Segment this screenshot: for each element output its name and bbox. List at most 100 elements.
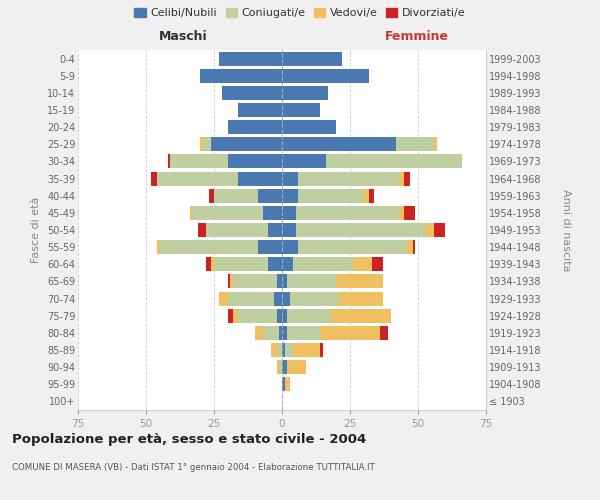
Bar [293, 343, 320, 357]
Bar [399, 206, 404, 220]
Bar [214, 258, 268, 272]
Bar [287, 308, 331, 322]
Bar [227, 292, 274, 306]
Bar [233, 274, 277, 288]
Bar [227, 154, 282, 168]
Bar [214, 188, 257, 202]
Bar [380, 326, 388, 340]
Bar [331, 308, 391, 322]
Bar [287, 360, 307, 374]
Bar [407, 240, 413, 254]
Bar [282, 240, 298, 254]
Bar [282, 172, 298, 185]
Bar [227, 274, 230, 288]
Bar [282, 52, 342, 66]
Bar [206, 258, 211, 272]
Bar [200, 68, 282, 82]
Bar [206, 223, 268, 237]
Bar [426, 223, 434, 237]
Bar [320, 343, 323, 357]
Bar [282, 258, 293, 272]
Bar [369, 188, 374, 202]
Bar [326, 154, 461, 168]
Bar [282, 274, 287, 288]
Bar [364, 188, 369, 202]
Bar [282, 343, 285, 357]
Bar [434, 138, 437, 151]
Bar [157, 240, 160, 254]
Bar [404, 206, 415, 220]
Bar [200, 138, 203, 151]
Bar [353, 258, 372, 272]
Bar [282, 206, 296, 220]
Bar [271, 343, 277, 357]
Bar [282, 154, 326, 168]
Bar [257, 188, 282, 202]
Bar [257, 240, 282, 254]
Bar [255, 326, 263, 340]
Bar [279, 326, 282, 340]
Bar [282, 223, 296, 237]
Bar [298, 188, 364, 202]
Bar [287, 274, 337, 288]
Bar [211, 258, 214, 272]
Bar [277, 274, 282, 288]
Bar [160, 240, 257, 254]
Text: COMUNE DI MASERA (VB) - Dati ISTAT 1° gennaio 2004 - Elaborazione TUTTITALIA.IT: COMUNE DI MASERA (VB) - Dati ISTAT 1° ge… [12, 462, 375, 471]
Bar [282, 326, 287, 340]
Bar [277, 343, 282, 357]
Bar [227, 120, 282, 134]
Bar [277, 360, 279, 374]
Bar [268, 258, 282, 272]
Bar [434, 223, 445, 237]
Bar [274, 292, 282, 306]
Bar [157, 172, 238, 185]
Legend: Celibi/Nubili, Coniugati/e, Vedovi/e, Divorziati/e: Celibi/Nubili, Coniugati/e, Vedovi/e, Di… [132, 6, 468, 20]
Bar [404, 172, 410, 185]
Bar [209, 188, 214, 202]
Bar [279, 360, 282, 374]
Bar [227, 308, 233, 322]
Bar [168, 154, 170, 168]
Bar [290, 292, 339, 306]
Bar [399, 172, 404, 185]
Bar [282, 292, 290, 306]
Bar [413, 240, 415, 254]
Bar [337, 274, 383, 288]
Bar [298, 240, 407, 254]
Bar [282, 120, 337, 134]
Bar [170, 154, 227, 168]
Bar [282, 188, 298, 202]
Bar [296, 223, 426, 237]
Bar [238, 308, 277, 322]
Bar [339, 292, 383, 306]
Bar [263, 206, 282, 220]
Bar [282, 360, 287, 374]
Bar [282, 138, 396, 151]
Bar [285, 343, 293, 357]
Bar [190, 206, 192, 220]
Bar [282, 378, 285, 392]
Text: Popolazione per età, sesso e stato civile - 2004: Popolazione per età, sesso e stato civil… [12, 432, 366, 446]
Bar [211, 138, 282, 151]
Bar [372, 258, 383, 272]
Bar [293, 258, 353, 272]
Bar [296, 206, 399, 220]
Bar [282, 308, 287, 322]
Bar [151, 172, 157, 185]
Bar [287, 326, 320, 340]
Bar [233, 308, 238, 322]
Text: Femmine: Femmine [385, 30, 449, 43]
Bar [282, 68, 369, 82]
Y-axis label: Fasce di età: Fasce di età [31, 197, 41, 263]
Bar [238, 172, 282, 185]
Bar [268, 223, 282, 237]
Bar [192, 206, 263, 220]
Bar [285, 378, 290, 392]
Bar [282, 86, 328, 100]
Bar [197, 223, 206, 237]
Text: Maschi: Maschi [158, 30, 208, 43]
Bar [222, 86, 282, 100]
Bar [277, 308, 282, 322]
Y-axis label: Anni di nascita: Anni di nascita [561, 188, 571, 271]
